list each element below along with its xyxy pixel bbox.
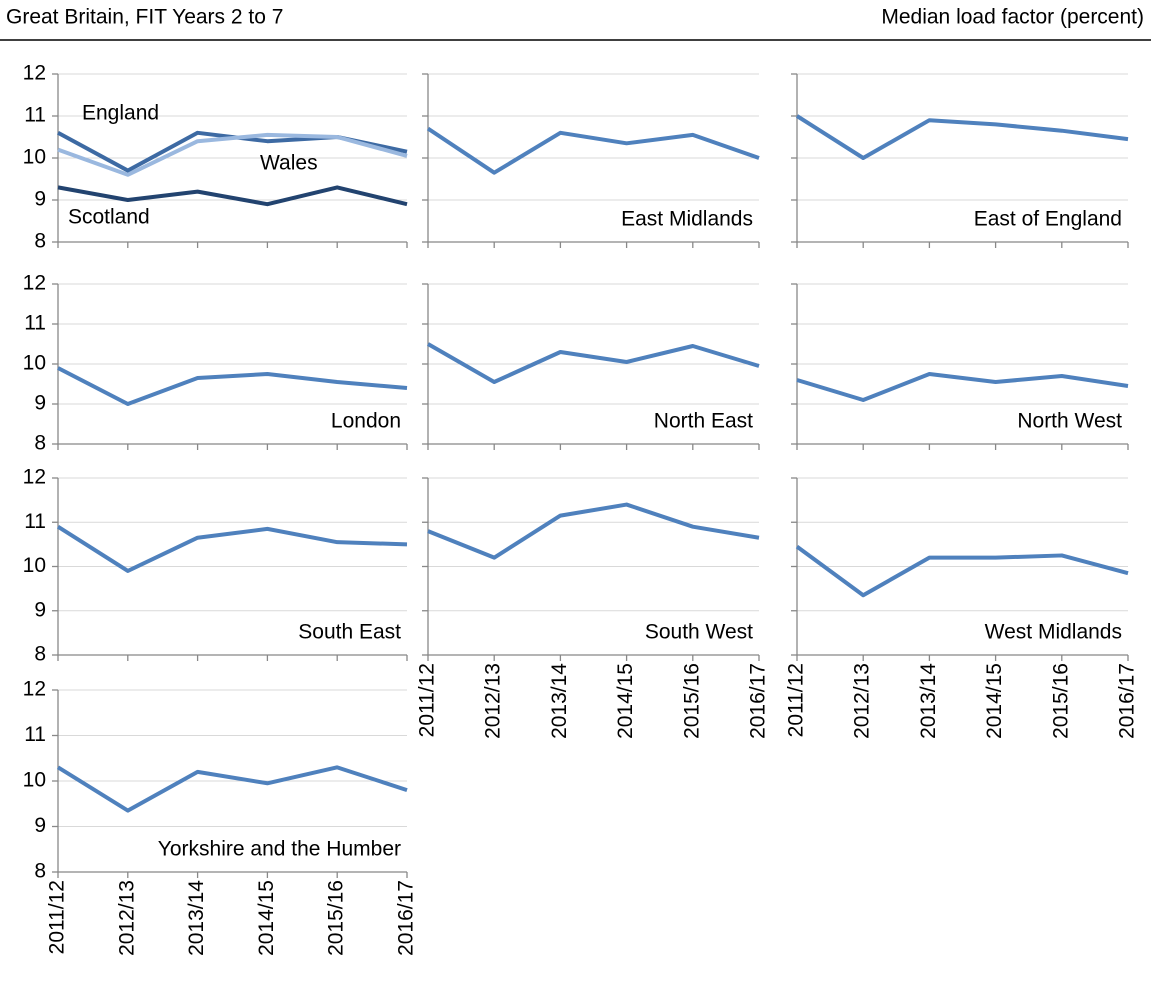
series-line — [56, 765, 408, 813]
x-tick-label: 2013/14 — [185, 880, 208, 956]
x-tick-label: 2014/15 — [614, 663, 637, 739]
panel-title: East Midlands — [621, 208, 753, 231]
panel-title: Yorkshire and the Humber — [158, 838, 401, 861]
y-tick-label: 12 — [23, 62, 46, 85]
x-tick-label: 2011/12 — [46, 880, 69, 954]
y-tick-label: 8 — [34, 643, 46, 666]
series-line — [795, 544, 1129, 598]
x-tick-label: 2013/14 — [548, 663, 571, 739]
series-line — [56, 524, 408, 573]
x-tick-label: 2015/16 — [1049, 663, 1072, 739]
x-tick-label: 2012/13 — [115, 880, 138, 956]
x-tick-label: 2016/17 — [1116, 663, 1139, 739]
series-label: England — [82, 102, 159, 125]
series-line — [796, 372, 1129, 402]
y-tick-label: 11 — [24, 312, 46, 335]
page-title: Great Britain, FIT Years 2 to 7 — [6, 6, 283, 29]
panel-title: South East — [298, 621, 401, 644]
panel-title: South West — [645, 621, 753, 644]
y-tick-label: 8 — [34, 860, 46, 883]
y-tick-label: 10 — [23, 352, 46, 375]
y-tick-label: 10 — [23, 769, 46, 792]
y-tick-label: 9 — [34, 814, 46, 837]
y-tick-label: 11 — [24, 104, 46, 127]
y-tick-label: 11 — [24, 510, 46, 533]
series-line — [57, 185, 408, 207]
series-line — [57, 366, 408, 406]
series-line — [57, 132, 408, 177]
y-tick-label: 12 — [23, 678, 46, 701]
series-label: Scotland — [68, 206, 150, 229]
series-label: Wales — [260, 152, 318, 175]
y-tick-label: 12 — [23, 272, 46, 295]
series-line — [795, 114, 1129, 160]
x-tick-label: 2013/14 — [917, 663, 940, 739]
x-tick-label: 2012/13 — [482, 663, 505, 739]
x-tick-label: 2015/16 — [680, 663, 703, 739]
series-line — [427, 502, 760, 560]
x-tick-label: 2011/12 — [785, 663, 808, 737]
series-line — [426, 126, 760, 175]
y-tick-label: 9 — [34, 598, 46, 621]
panel-title: West Midlands — [985, 621, 1122, 644]
panel-title: North West — [1017, 410, 1122, 433]
y-tick-label: 8 — [34, 432, 46, 455]
unit-label: Median load factor (percent) — [881, 6, 1144, 29]
panel-title: London — [331, 410, 401, 433]
x-tick-label: 2011/12 — [416, 663, 439, 737]
y-tick-label: 10 — [23, 146, 46, 169]
x-tick-label: 2014/15 — [983, 663, 1006, 739]
y-tick-label: 10 — [23, 554, 46, 577]
y-tick-label: 11 — [24, 723, 46, 746]
panel-title: North East — [654, 410, 753, 433]
x-tick-label: 2016/17 — [395, 880, 418, 956]
x-tick-label: 2016/17 — [747, 663, 770, 739]
x-tick-label: 2015/16 — [325, 880, 348, 956]
y-tick-label: 9 — [34, 392, 46, 415]
y-tick-label: 9 — [34, 188, 46, 211]
x-tick-label: 2012/13 — [851, 663, 874, 739]
panel-title: East of England — [974, 208, 1122, 231]
y-tick-label: 8 — [34, 230, 46, 253]
x-tick-label: 2014/15 — [255, 880, 278, 956]
y-tick-label: 12 — [23, 466, 46, 489]
series-line — [427, 342, 760, 384]
